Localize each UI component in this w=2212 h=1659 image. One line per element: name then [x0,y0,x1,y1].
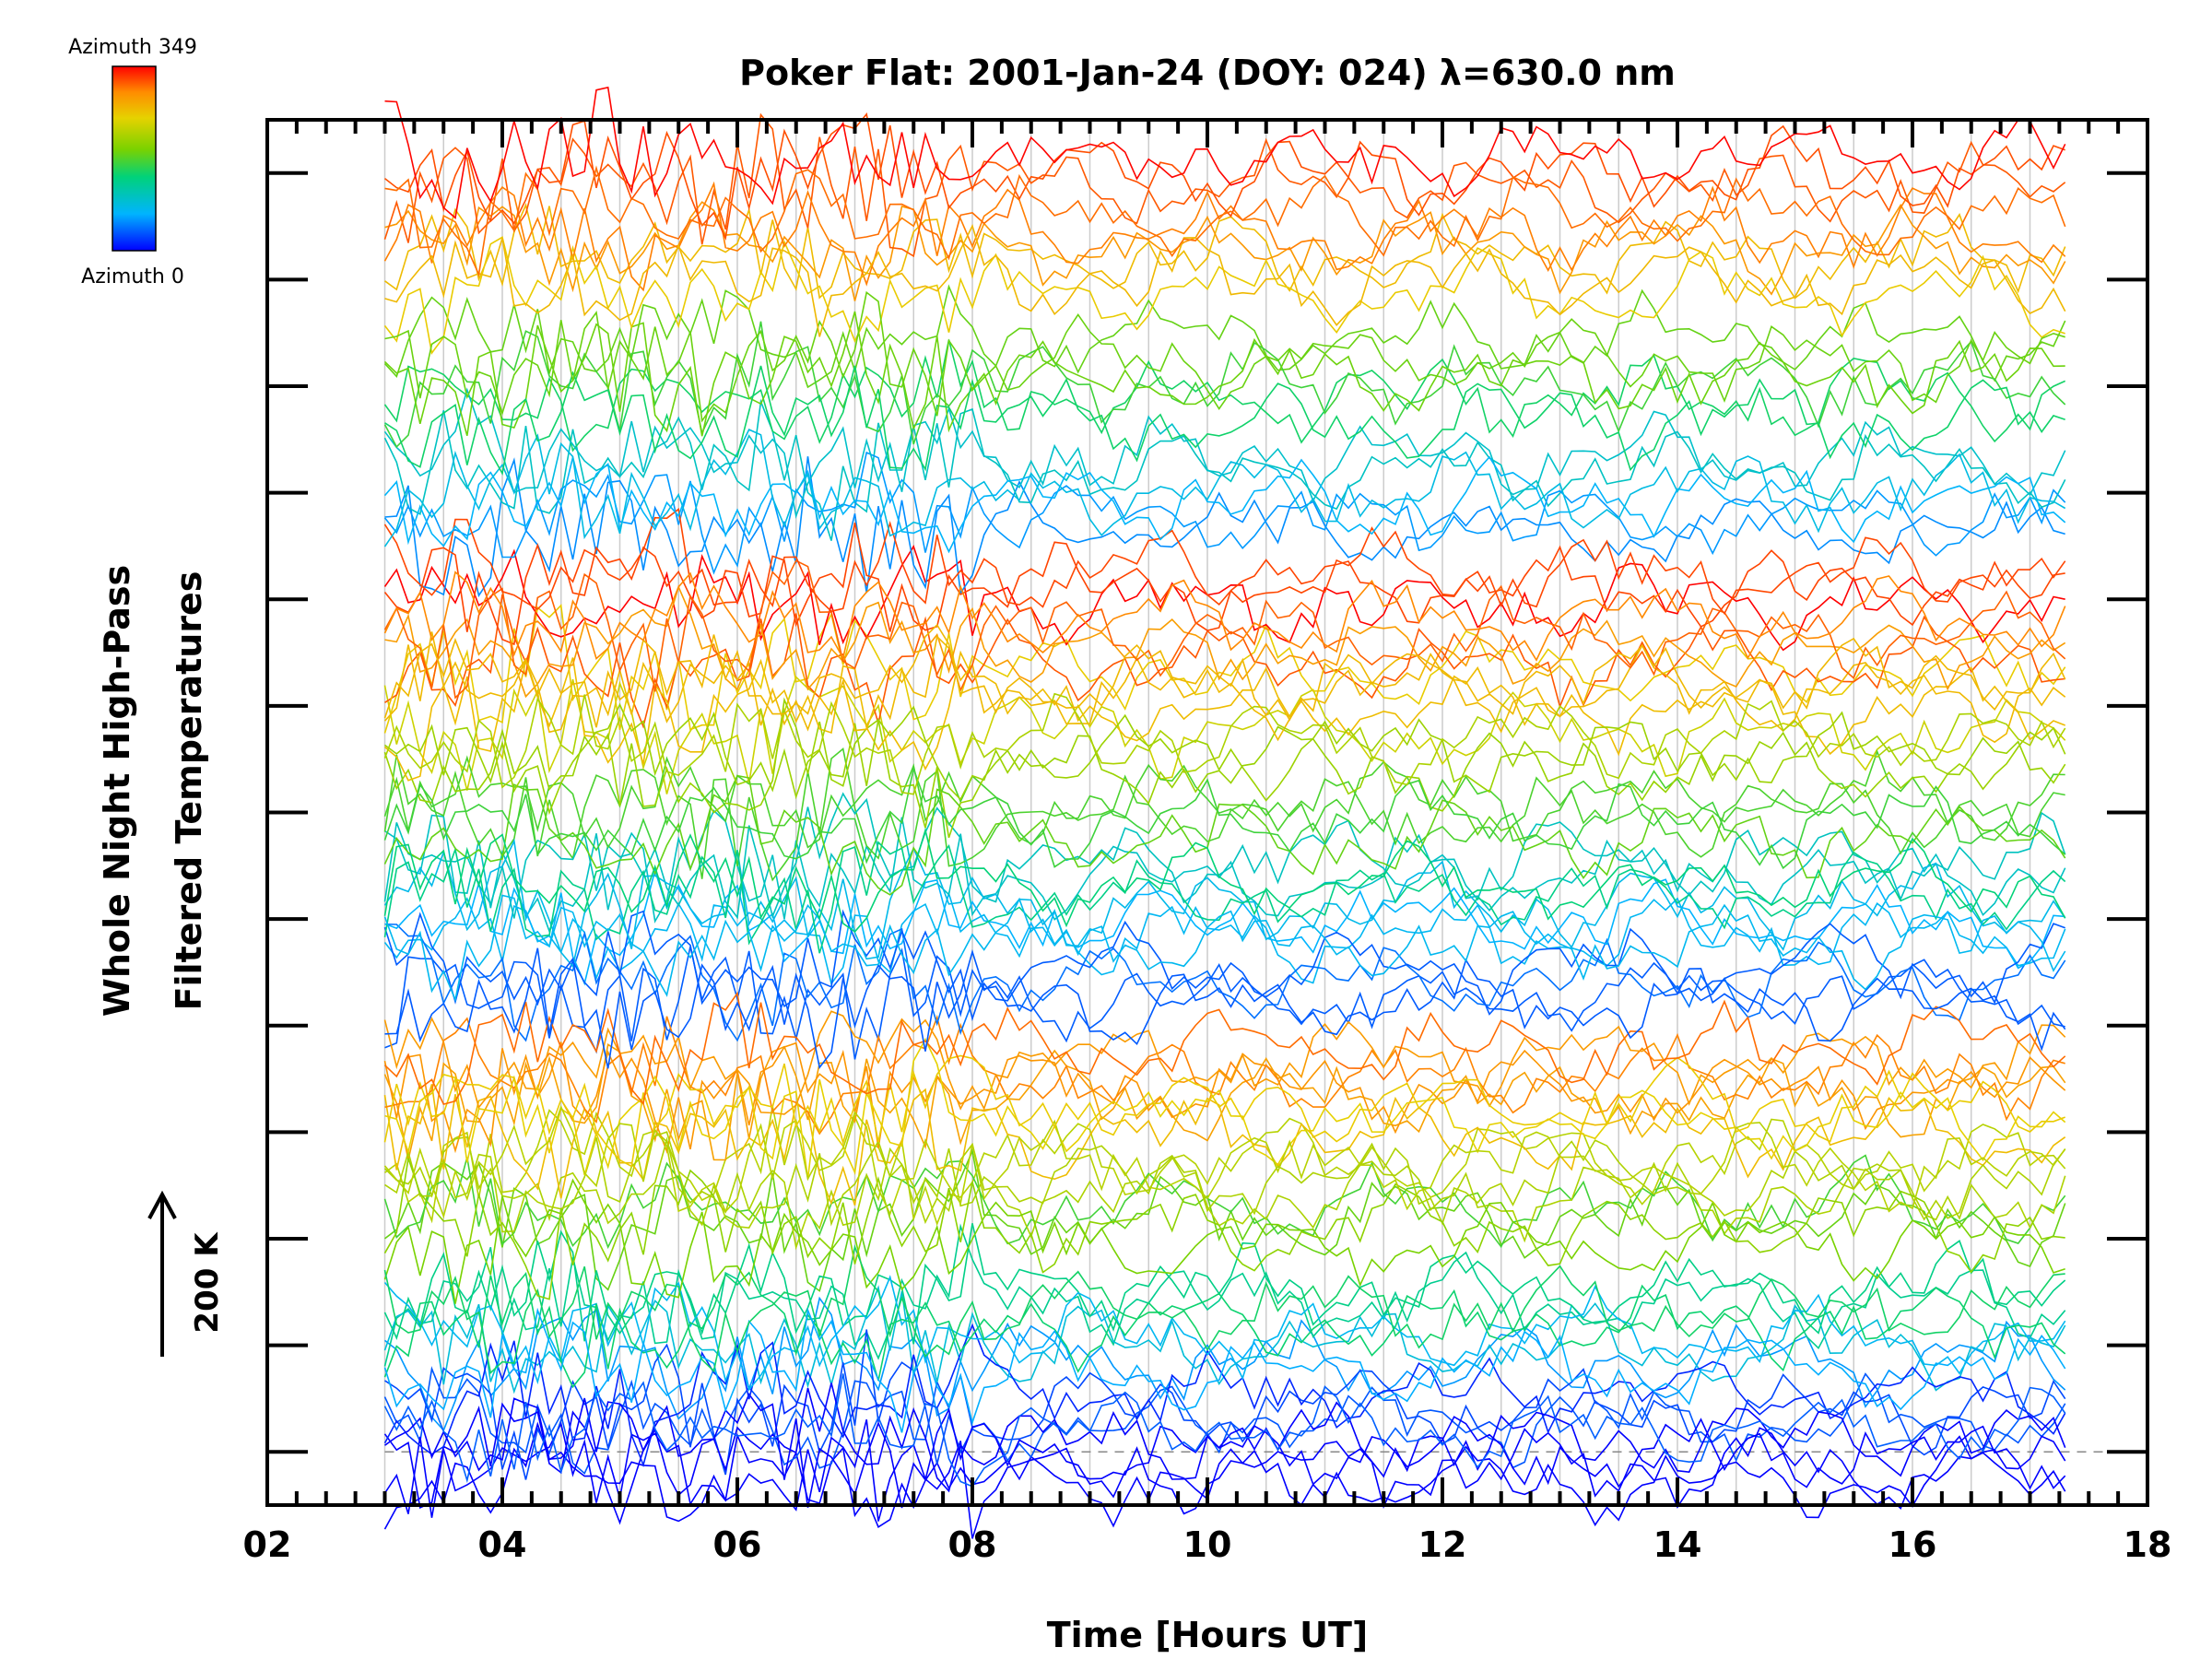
series-line [383,1323,2066,1468]
series-line [383,1135,2066,1251]
series-line [383,1154,2066,1250]
series-line [384,224,2066,337]
series-line [384,1329,2066,1480]
series-line [383,890,2066,986]
scale-indicator-label: 200 K [189,1231,226,1334]
series-line [383,1223,2066,1345]
series-line [383,1393,2066,1525]
series-line [383,311,2065,437]
series-line [384,202,2066,300]
series-line [384,947,2066,1070]
series-line [384,924,2066,1042]
series-line [384,112,2065,241]
series-line [383,236,2065,355]
series-line [384,86,2066,219]
series-line [383,1419,2066,1539]
series-line [383,284,2066,389]
scale-arrow-icon [147,1190,177,1357]
series-line [384,1382,2066,1497]
series-line [383,321,2066,449]
series-line [383,508,2065,616]
series-layer [383,86,2066,1539]
y-axis-label-line1: Whole Night High-Pass [97,565,137,1017]
series-line [383,1373,2066,1488]
series-line [384,584,2066,699]
series-line [383,1010,2066,1115]
series-line [383,827,2066,933]
series-line [383,774,2066,896]
series-line [383,429,2066,547]
x-tick-label: 16 [1888,1524,1937,1565]
series-line [383,841,2066,954]
series-line [383,692,2066,795]
series-line [383,991,2066,1106]
x-tick-label: 02 [243,1524,292,1565]
series-line [383,559,2066,700]
series-line [383,894,2066,1003]
series-line [383,455,2066,554]
x-tick-label: 10 [1183,1524,1232,1565]
series-line [384,165,2066,277]
series-line [383,676,2066,794]
x-tick-label: 14 [1653,1524,1702,1565]
series-line [383,909,2065,1022]
y-axis-label-line2: Filtered Temperatures [169,571,209,1011]
series-line [383,112,2066,258]
x-tick-label: 06 [713,1524,762,1565]
series-line [383,766,2066,870]
series-line [384,456,2065,598]
series-line [383,1275,2066,1392]
series-line [383,571,2066,662]
x-tick-label: 18 [2124,1524,2172,1565]
series-line [384,1148,2066,1292]
series-line [383,1244,2065,1375]
series-line [384,809,2066,934]
series-line [383,1285,2066,1394]
series-line [383,181,2066,292]
tick-marks [265,120,2149,1505]
series-line [384,1014,2065,1135]
colorbar-top-label: Azimuth 349 [68,36,197,59]
series-line [383,1158,2065,1300]
series-line [383,838,2066,969]
series-line [383,1054,2065,1168]
series-line [384,1131,2066,1233]
series-line [384,702,2066,816]
series-line [384,290,2065,423]
series-line [383,604,2066,734]
colorbar [112,65,157,252]
series-line [383,1084,2066,1206]
colorbar-bottom-label: Azimuth 0 [81,265,184,288]
series-line [383,697,2066,839]
series-line [383,387,2066,519]
x-tick-label: 04 [478,1524,527,1565]
series-line [384,946,2065,1060]
series-line [384,594,2065,729]
chart-title: Poker Flat: 2001-Jan-24 (DOY: 024) λ=630… [739,53,1676,93]
x-tick-label: 08 [948,1524,997,1565]
series-line [383,1104,2066,1219]
series-line [383,1307,2066,1433]
series-line [383,749,2065,850]
series-line [384,201,2066,301]
series-line [384,365,2065,477]
series-line [383,1271,2066,1389]
x-tick-labels: 02 04 06 08 10 12 14 16 18 [243,1524,2172,1565]
series-line [383,1223,2066,1367]
series-line [383,747,2065,882]
series-line [383,650,2065,782]
series-line [383,1421,2066,1530]
x-tick-label: 12 [1418,1524,1467,1565]
series-line [383,523,2066,646]
series-line [383,623,2066,728]
x-axis-label: Time [Hours UT] [1047,1615,1369,1655]
